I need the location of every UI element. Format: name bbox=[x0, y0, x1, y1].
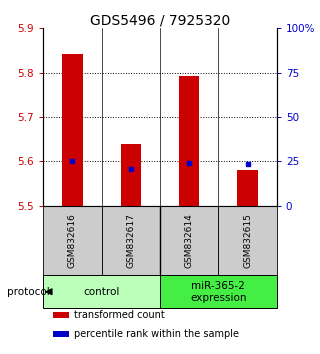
Text: GSM832615: GSM832615 bbox=[243, 213, 252, 268]
Text: miR-365-2
expression: miR-365-2 expression bbox=[190, 281, 247, 303]
Bar bbox=[52, 312, 69, 318]
FancyBboxPatch shape bbox=[43, 206, 102, 275]
FancyBboxPatch shape bbox=[102, 206, 160, 275]
Text: GSM832616: GSM832616 bbox=[68, 213, 77, 268]
FancyBboxPatch shape bbox=[160, 206, 219, 275]
Bar bbox=[121, 144, 141, 206]
Text: control: control bbox=[84, 287, 120, 297]
Text: percentile rank within the sample: percentile rank within the sample bbox=[74, 329, 239, 339]
Bar bbox=[179, 76, 199, 206]
Text: protocol: protocol bbox=[7, 287, 50, 297]
Bar bbox=[62, 53, 83, 206]
Bar bbox=[52, 331, 69, 337]
Text: GSM832614: GSM832614 bbox=[185, 213, 194, 268]
FancyBboxPatch shape bbox=[160, 275, 277, 308]
FancyBboxPatch shape bbox=[219, 206, 277, 275]
FancyBboxPatch shape bbox=[43, 275, 160, 308]
Text: GSM832617: GSM832617 bbox=[126, 213, 135, 268]
Bar bbox=[237, 170, 258, 206]
Title: GDS5496 / 7925320: GDS5496 / 7925320 bbox=[90, 13, 230, 27]
Text: transformed count: transformed count bbox=[74, 310, 164, 320]
